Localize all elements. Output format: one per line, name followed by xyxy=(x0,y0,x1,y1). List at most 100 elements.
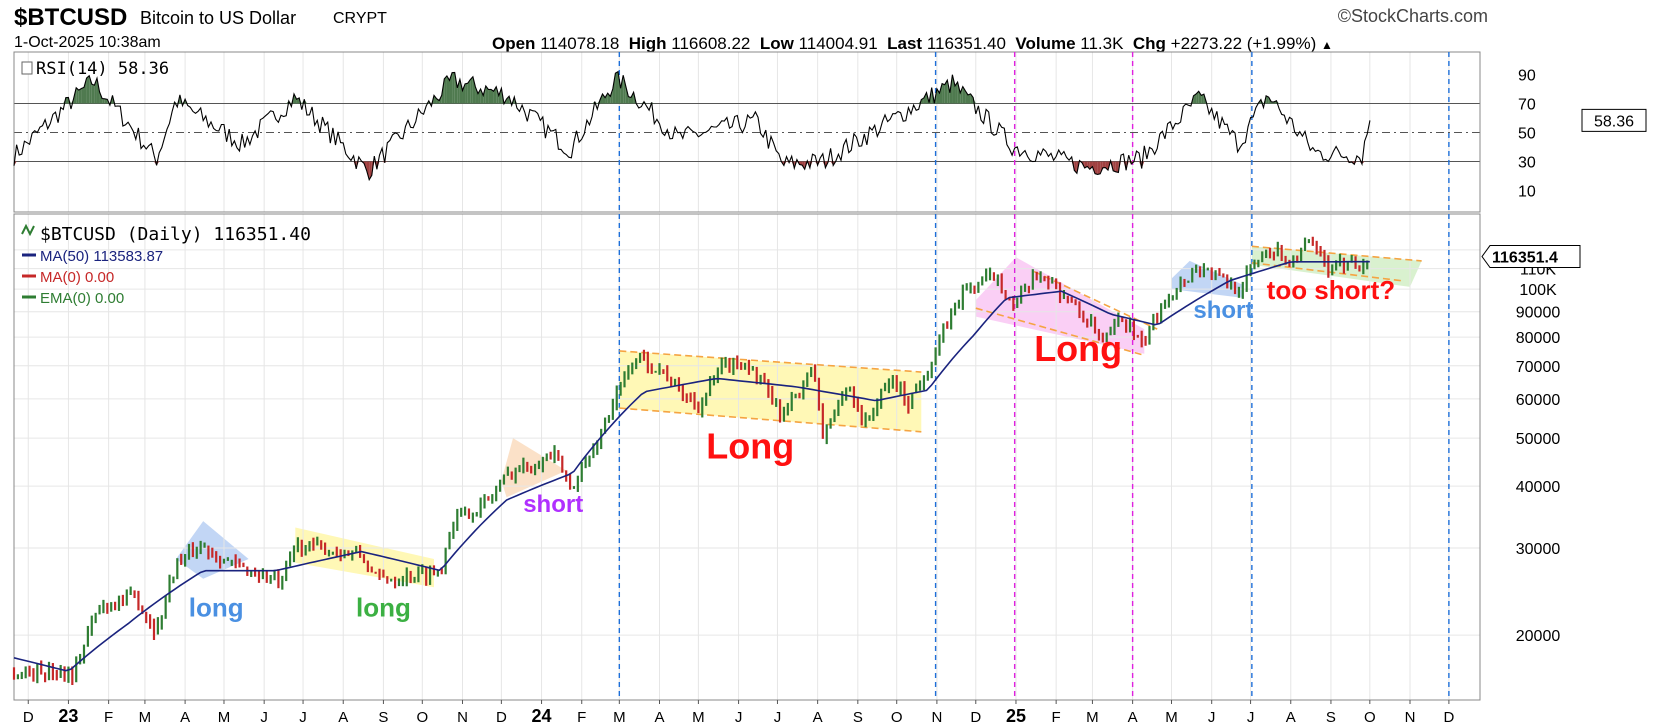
x-tick-label: J xyxy=(299,709,307,726)
x-tick-label: F xyxy=(104,709,113,726)
rsi-oversold-fill xyxy=(1097,161,1101,175)
high-label: High xyxy=(628,34,667,53)
legend-entry-1: MA(50) 113583.87 xyxy=(40,248,163,265)
x-tick-label: F xyxy=(1052,709,1061,726)
rsi-overbought-fill xyxy=(452,72,455,104)
volume-value: 11.3K xyxy=(1080,34,1124,53)
x-tick-label: A xyxy=(180,709,190,726)
y-tick-label: 90000 xyxy=(1516,305,1561,322)
channel-line-1 xyxy=(619,407,922,433)
legend-entry-0: $BTCUSD (Daily) 116351.40 xyxy=(40,224,311,245)
rsi-overbought-fill xyxy=(628,96,631,104)
rsi-overbought-fill xyxy=(86,75,90,104)
x-tick-label: D xyxy=(1443,709,1454,726)
x-tick-label: N xyxy=(1405,709,1416,726)
brand-logo: ©StockCharts.com xyxy=(1337,6,1488,26)
x-tick-label: O xyxy=(416,709,428,726)
x-tick-label: N xyxy=(457,709,468,726)
y-tick-label: 60000 xyxy=(1516,392,1561,409)
rsi-overbought-fill xyxy=(1198,91,1202,104)
x-tick-label: A xyxy=(1128,709,1138,726)
rsi-overbought-fill xyxy=(612,73,616,104)
low-label: Low xyxy=(759,34,794,53)
zone-yellow-3 xyxy=(619,351,922,432)
rsi-overbought-fill xyxy=(506,96,510,104)
rsi-overbought-fill xyxy=(952,74,956,104)
rsi-line xyxy=(13,70,1371,182)
rsi-oversold-fill xyxy=(1100,161,1103,174)
up-arrow-icon: ▲ xyxy=(1320,38,1333,52)
volume-label: Volume xyxy=(1015,34,1076,53)
annotation-long-3: Long xyxy=(706,425,794,466)
rsi-oversold-fill xyxy=(366,161,370,180)
rsi-overbought-fill xyxy=(1266,95,1269,104)
symbol-title: $BTCUSD xyxy=(14,4,128,31)
high-value: 116608.22 xyxy=(671,34,751,53)
annotation-long-0: long xyxy=(189,593,244,623)
rsi-overbought-fill xyxy=(475,86,479,104)
zone-pink-4 xyxy=(975,257,1145,354)
rsi-overbought-fill xyxy=(472,76,476,104)
ma50-line xyxy=(13,260,1370,672)
price-last-tag-label: 116351.4 xyxy=(1492,250,1558,267)
x-tick-label: S xyxy=(853,709,863,726)
rsi-overbought-fill xyxy=(496,86,499,104)
x-tick-label: J xyxy=(1208,709,1216,726)
rsi-overbought-fill xyxy=(78,88,82,104)
rsi-tick-label: 90 xyxy=(1518,68,1536,85)
y-tick-label: 40000 xyxy=(1516,479,1561,496)
x-tick-label: J xyxy=(260,709,268,726)
rsi-overbought-fill xyxy=(942,83,945,104)
rsi-overbought-fill xyxy=(957,82,961,104)
rsi-overbought-fill xyxy=(1201,94,1204,104)
annotation-tooshort-6: too short? xyxy=(1267,275,1396,305)
rsi-overbought-fill xyxy=(620,75,624,104)
rsi-overbought-fill xyxy=(81,87,84,104)
rsi-tick-label: 70 xyxy=(1518,97,1536,114)
rsi-overbought-fill xyxy=(102,98,105,104)
x-tick-label: F xyxy=(577,709,586,726)
rsi-overbought-fill xyxy=(1193,93,1197,104)
rsi-overbought-fill xyxy=(470,76,473,104)
rsi-overbought-fill xyxy=(65,97,69,104)
last-label: Last xyxy=(887,34,923,53)
rsi-overbought-fill xyxy=(104,98,108,104)
rsi-overbought-fill xyxy=(615,71,619,104)
annotation-short-5: short xyxy=(1193,297,1253,324)
price-series xyxy=(12,236,1369,685)
y-tick-label: 20000 xyxy=(1516,628,1561,645)
x-tick-label: M xyxy=(613,709,626,726)
last-value: 116351.40 xyxy=(926,34,1006,53)
y-tick-label: 100K xyxy=(1519,282,1557,299)
x-tick-label: O xyxy=(1364,709,1376,726)
rsi-overbought-fill xyxy=(76,87,79,104)
rsi-overbought-fill xyxy=(602,93,606,104)
rsi-tick-label: 30 xyxy=(1518,155,1536,172)
annotations: long long short Long Long short too short? xyxy=(189,275,1395,623)
rsi-oversold-fill xyxy=(1113,161,1116,172)
price-last-tag xyxy=(1481,245,1581,269)
ma50-series xyxy=(13,260,1370,672)
rsi-overbought-fill xyxy=(91,84,95,104)
rsi-tick-label: 10 xyxy=(1518,184,1536,201)
zone-peach-2 xyxy=(501,438,567,498)
rsi-last-tag xyxy=(1581,108,1647,132)
x-tick-label: A xyxy=(338,709,348,726)
legend: RSI(14) 58.36 $BTCUSD (Daily) 116351.40 MA… xyxy=(21,59,311,307)
price-legend-icon xyxy=(21,223,35,237)
legend-entry-3: EMA(0) 0.00 xyxy=(40,290,124,307)
x-tick-label: D xyxy=(496,709,507,726)
y-tick-label: 50000 xyxy=(1516,431,1561,448)
datestamp: 1-Oct-2025 10:38am xyxy=(14,34,161,51)
rsi-legend-label: RSI(14) 58.36 xyxy=(36,59,169,79)
x-tick-label: 24 xyxy=(532,706,552,726)
legend-entry-2: MA(0) 0.00 xyxy=(40,269,114,286)
market-label: CRYPT xyxy=(333,10,387,27)
y-tick-label: 30000 xyxy=(1516,541,1561,558)
x-tick-label: J xyxy=(774,709,782,726)
rsi-overbought-fill xyxy=(491,89,494,104)
rsi-overbought-fill xyxy=(968,93,971,104)
x-tick-label: S xyxy=(1326,709,1336,726)
annotation-long-4: Long xyxy=(1034,328,1122,369)
